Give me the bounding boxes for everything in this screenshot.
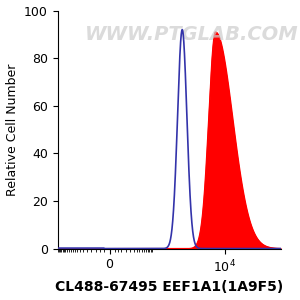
X-axis label: CL488-67495 EEF1A1(1A9F5): CL488-67495 EEF1A1(1A9F5)	[55, 280, 283, 294]
Y-axis label: Relative Cell Number: Relative Cell Number	[6, 63, 19, 196]
Text: WWW.PTGLAB.COM: WWW.PTGLAB.COM	[85, 25, 298, 44]
